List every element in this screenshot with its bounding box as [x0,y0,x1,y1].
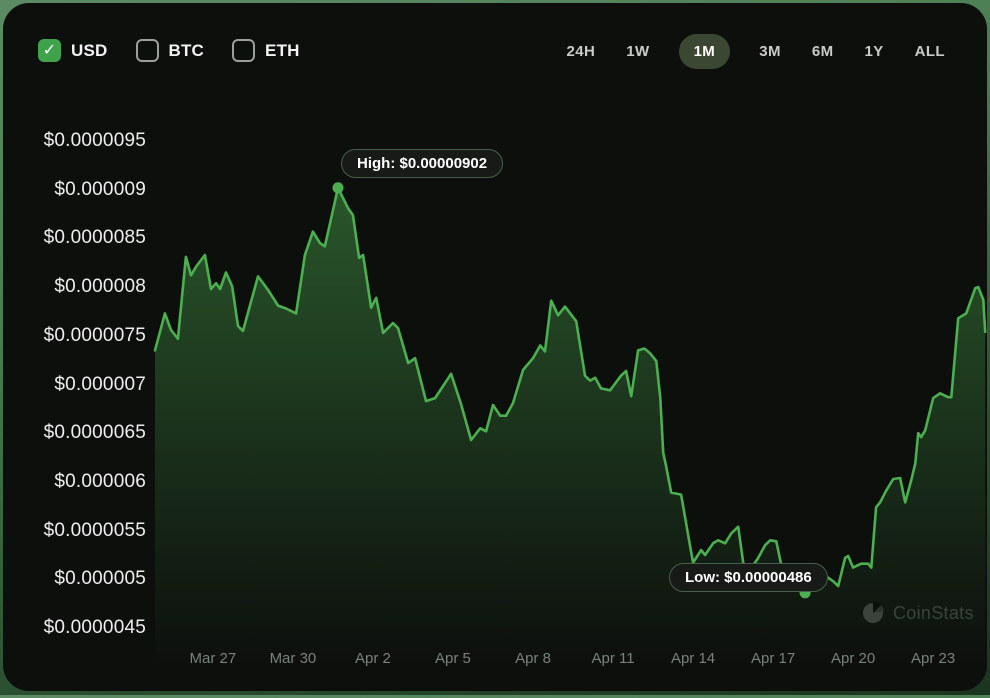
high-point-dot [332,182,344,194]
chart-panel: ✓ USD BTC ETH 24H 1W 1M 3M 6M 1Y ALL [3,3,987,691]
currency-toggle-eth[interactable]: ETH [232,39,300,62]
y-axis-label: $0.000005 [54,568,146,590]
currency-toggle-usd[interactable]: ✓ USD [38,39,108,62]
currency-toggle-row: ✓ USD BTC ETH [38,39,300,62]
y-axis-label: $0.0000095 [43,130,146,151]
watermark: CoinStats [861,601,974,625]
y-axis-label: $0.0000045 [43,617,146,638]
range-tab-3m[interactable]: 3M [759,42,781,60]
x-axis-label: Apr 17 [750,650,796,667]
high-tooltip: High: $0.00000902 [341,149,504,178]
coinstats-logo-icon [863,601,884,623]
price-line [153,186,987,595]
usd-checkbox[interactable]: ✓ [38,39,61,62]
low-tooltip: Low: $0.00000486 [669,563,828,592]
usd-label: USD [71,40,108,60]
check-icon: ✓ [42,41,57,59]
x-axis-label: Apr 11 [591,650,635,667]
range-tab-6m[interactable]: 6M [811,42,834,60]
range-tab-1m[interactable]: 1M [678,33,731,69]
y-axis-label: $0.0000085 [43,227,146,249]
y-axis-label: $0.000008 [54,276,146,298]
y-axis-label: $0.0000075 [43,324,146,346]
area-fill [155,187,986,665]
range-tab-all[interactable]: ALL [914,42,945,60]
x-axis-label: Apr 20 [831,650,876,667]
range-tab-1y[interactable]: 1Y [864,42,884,60]
btc-label: BTC [168,40,205,60]
y-axis-label: $0.0000055 [43,519,146,541]
x-axis-label: Apr 14 [670,650,716,667]
price-chart[interactable] [3,3,990,698]
watermark-label: CoinStats [893,602,974,623]
y-axis-label: $0.000009 [54,178,146,200]
eth-label: ETH [265,40,300,60]
time-range-tabs: 24H 1W 1M 3M 6M 1Y ALL [565,32,947,70]
range-tab-24h[interactable]: 24H [566,42,596,60]
y-axis-label: $0.000007 [54,373,146,395]
x-axis-label: Mar 27 [189,650,237,667]
x-axis-label: Apr 2 [355,650,391,667]
currency-toggle-btc[interactable]: BTC [135,39,205,62]
y-axis-label: $0.0000065 [43,422,146,444]
x-axis-label: Apr 23 [911,650,956,667]
x-axis-label: Mar 30 [269,650,317,667]
x-axis-label: Apr 5 [435,650,471,667]
y-axis-label: $0.000006 [54,470,146,492]
x-axis-label: Apr 8 [515,650,551,667]
eth-checkbox[interactable] [232,39,256,62]
btc-checkbox[interactable] [135,39,159,62]
range-tab-1w[interactable]: 1W [626,42,650,60]
